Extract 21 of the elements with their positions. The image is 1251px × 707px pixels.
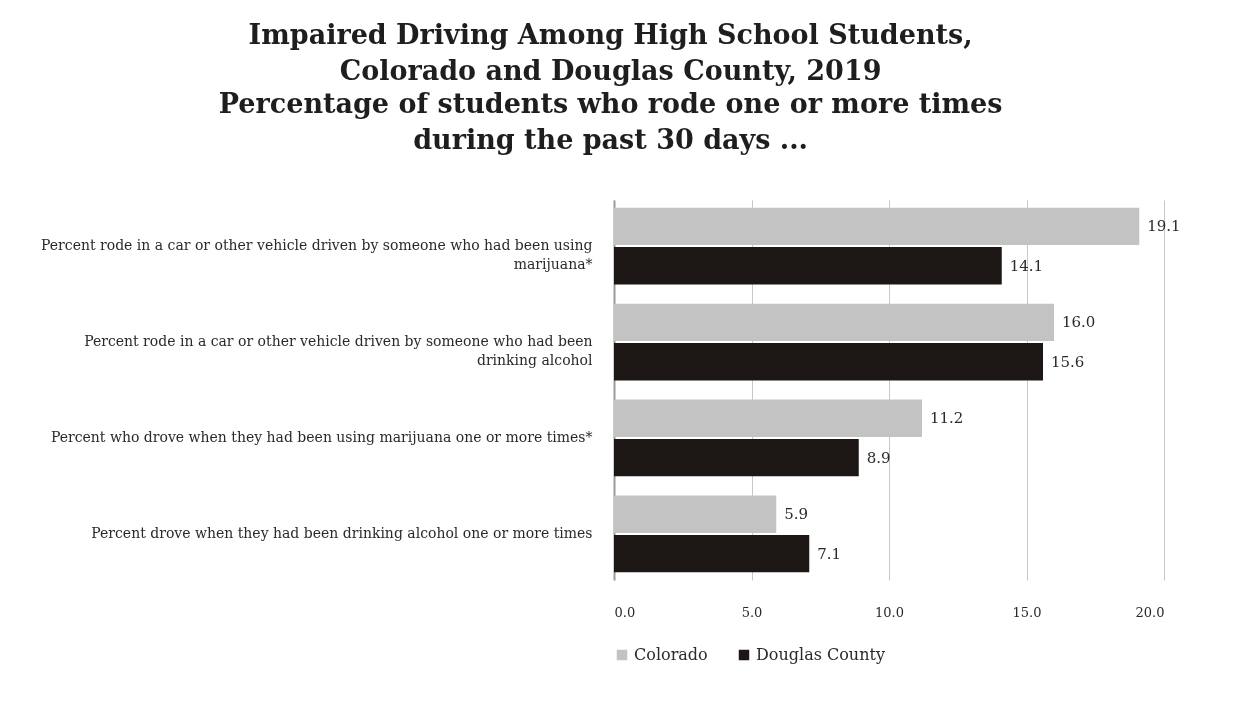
data-label: 15.6: [1051, 352, 1085, 371]
data-label: 19.1: [1147, 217, 1181, 236]
data-label: 14.1: [1009, 256, 1044, 275]
x-tick-label: 10.0: [875, 604, 904, 620]
y-tick-label: Percent rode in a car or other vehicle driven by someone who had been drinking alcohol: [84, 333, 594, 369]
data-label: 5.9: [784, 505, 809, 524]
y-tick-label: Percent drove when they had been drinking alcohol one or more times: [91, 524, 593, 541]
data-label: 16.0: [1062, 313, 1096, 332]
x-tick-label: 15.0: [1012, 604, 1042, 620]
chart-subtitle: Percentage of students who rode one or more times during the past 30 days ...: [218, 88, 1003, 155]
y-tick-label: Percent who drove when they had been using marijuana one or more times*: [50, 428, 593, 445]
x-tick-label: 5.0: [741, 604, 763, 620]
data-label: 7.1: [817, 544, 842, 563]
x-tick-label: 20.0: [1135, 604, 1165, 620]
legend-label: Douglas County: [756, 645, 885, 664]
legend-label: Colorado: [634, 645, 708, 664]
y-tick-label: Percent rode in a car or other vehicle driven by someone who had been using marijuana*: [41, 237, 593, 273]
chart-title: Impaired Driving Among High School Students, Colorado and Douglas County, 2019: [248, 19, 973, 86]
x-tick-label: 0.0: [614, 604, 636, 620]
data-label: 11.2: [930, 409, 964, 428]
data-label: 8.9: [866, 448, 891, 467]
